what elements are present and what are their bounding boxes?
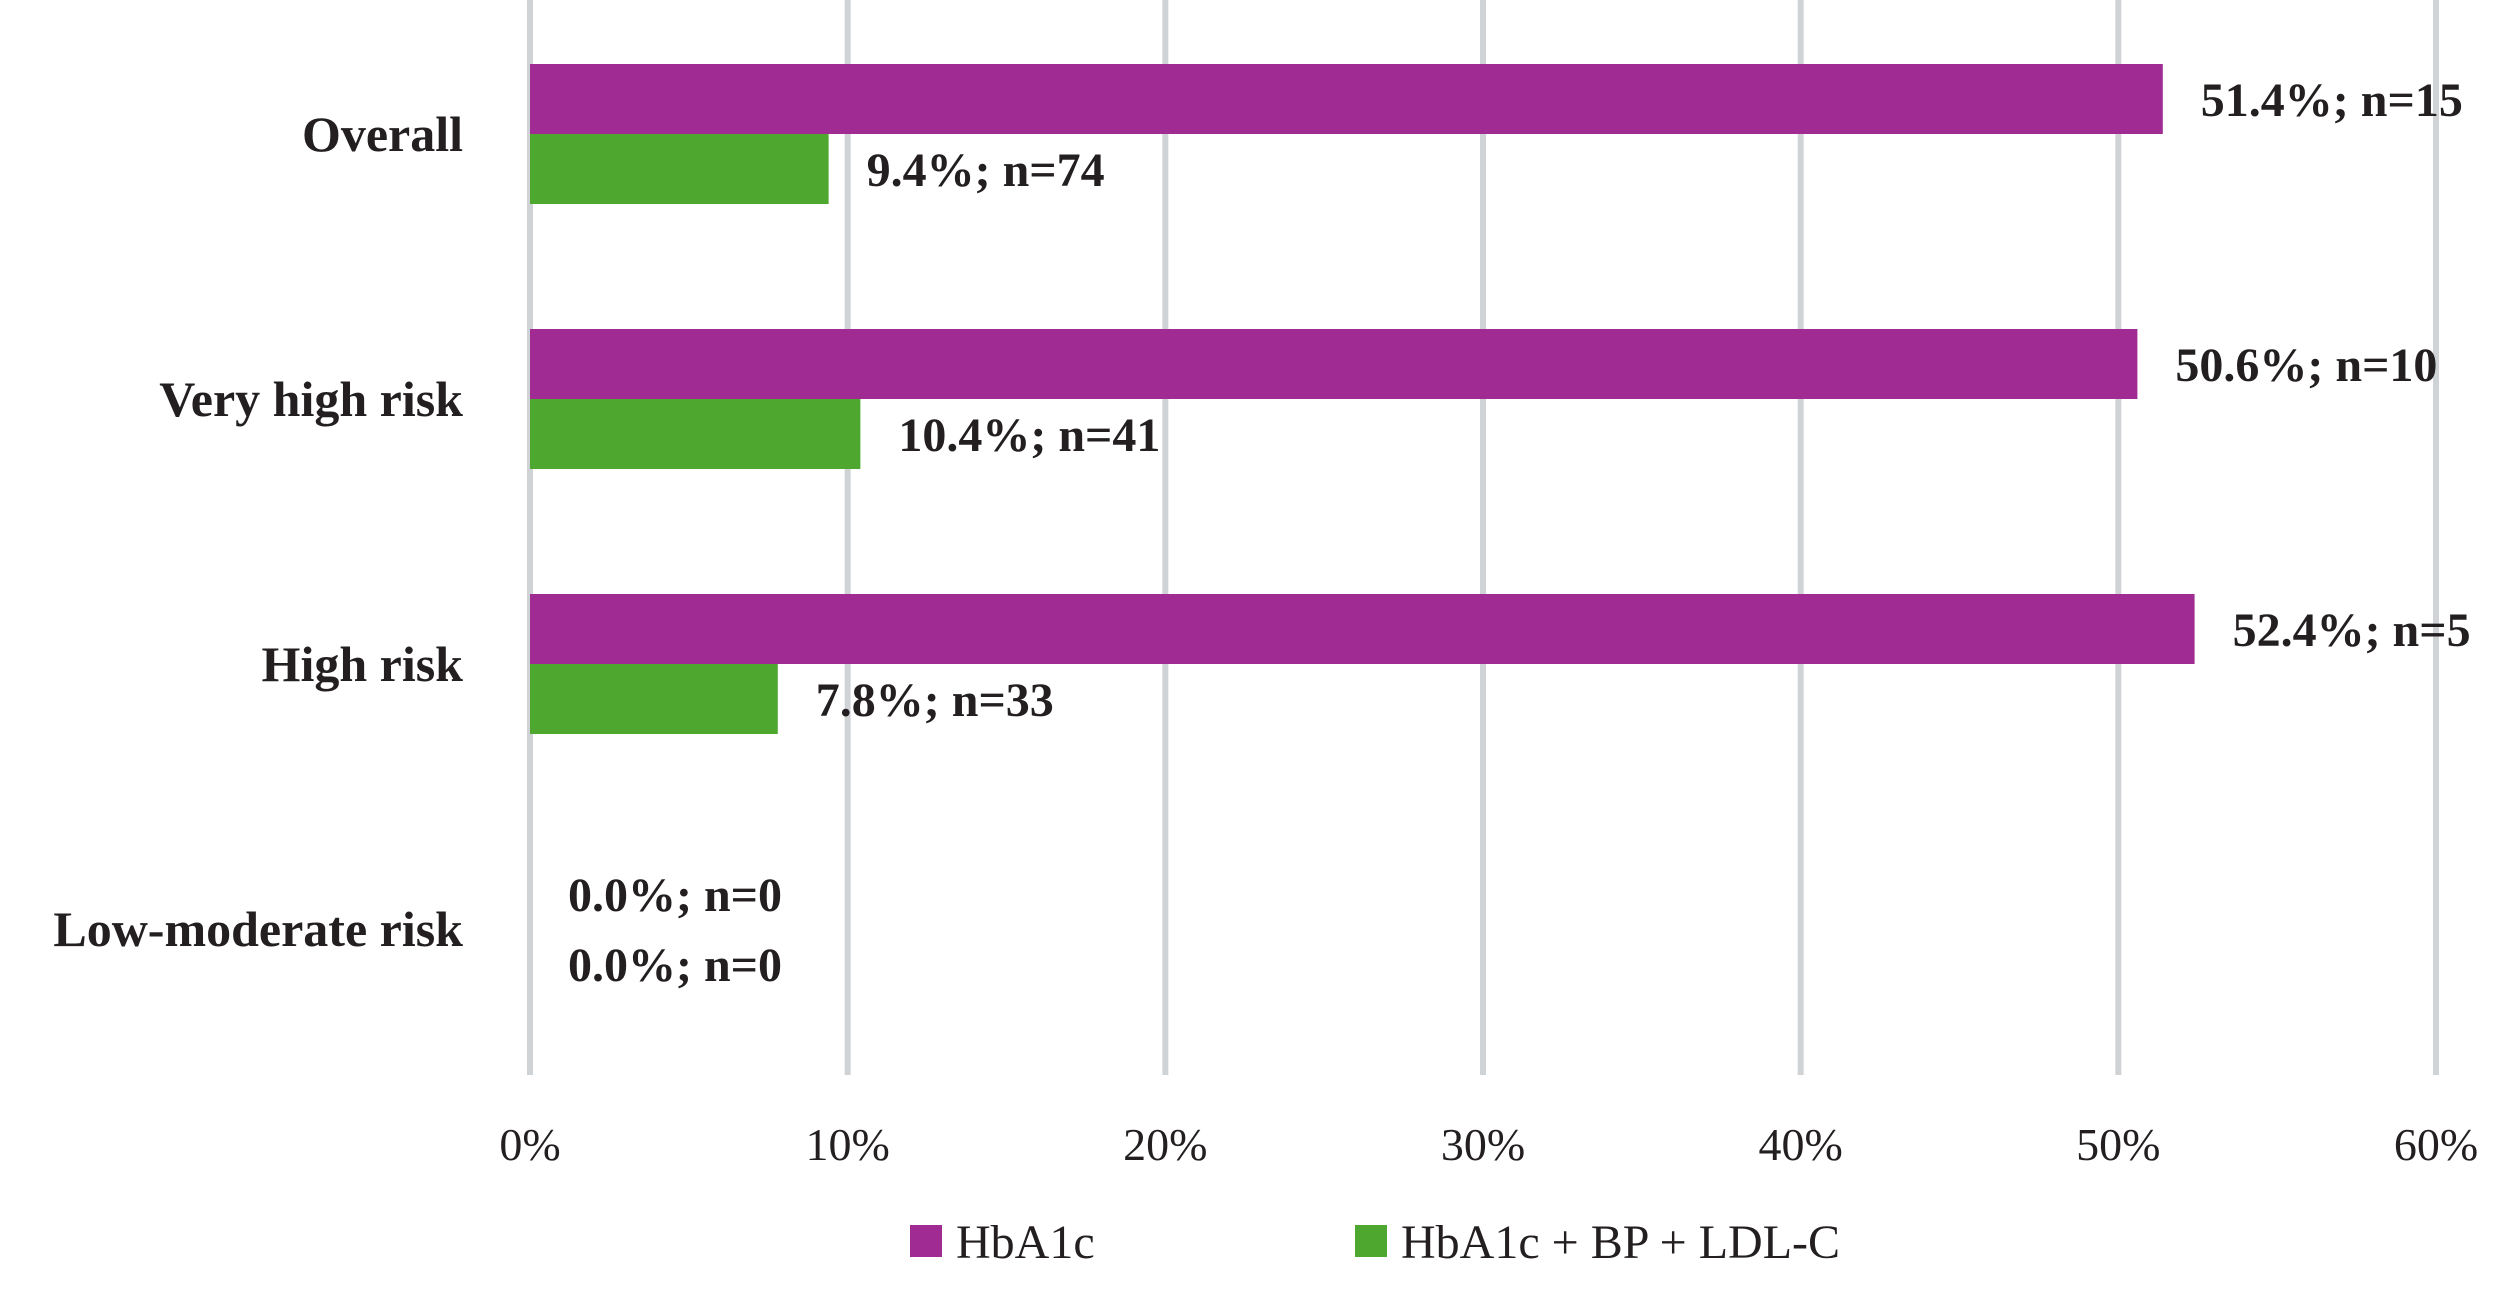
legend: HbA1c HbA1c + BP + LDL-C (910, 1216, 1840, 1269)
category-label: Low-moderate risk (53, 901, 463, 957)
category-label: High risk (262, 636, 464, 692)
bar-hba1c-bp-ldlc (530, 399, 861, 469)
x-tick-label: 30% (1441, 1119, 1525, 1170)
x-tick-label: 60% (2394, 1119, 2478, 1170)
legend-swatch (1355, 1225, 1387, 1257)
data-label: 0.0%; n=0 (568, 939, 782, 992)
category-labels: Overall Very high risk High risk Low-modera… (53, 106, 463, 957)
x-tick-label: 50% (2076, 1119, 2160, 1170)
data-label: 9.4%; n=74 (867, 144, 1105, 197)
legend-swatch (910, 1225, 942, 1257)
legend-label: HbA1c + BP + LDL-C (1401, 1216, 1840, 1269)
x-tick-label: 0% (499, 1119, 560, 1170)
x-axis-ticks: 0% 10% 20% 30% 40% 50% 60% (499, 1119, 2478, 1170)
data-label: 52.4%; n=5 (2233, 604, 2471, 657)
data-label: 10.4%; n=41 (898, 409, 1160, 462)
data-label: 50.6%; n=10 (2175, 339, 2437, 392)
gridlines (527, 0, 2439, 1075)
bar-hba1c-bp-ldlc (530, 134, 829, 204)
legend-label: HbA1c (956, 1216, 1095, 1269)
bar-hba1c (530, 64, 2163, 134)
data-label: 7.8%; n=33 (816, 674, 1054, 727)
data-labels: 51.4%; n=15 9.4%; n=74 50.6%; n=10 10.4%; n… (568, 74, 2471, 992)
x-tick-label: 40% (1759, 1119, 1843, 1170)
bars (530, 64, 2195, 734)
bar-hba1c-bp-ldlc (530, 664, 778, 734)
bar-hba1c (530, 329, 2138, 399)
category-label: Very high risk (159, 371, 463, 427)
data-label: 0.0%; n=0 (568, 869, 782, 922)
category-label: Overall (302, 106, 463, 162)
x-tick-label: 10% (806, 1119, 890, 1170)
x-tick-label: 20% (1123, 1119, 1207, 1170)
data-label: 51.4%; n=15 (2201, 74, 2463, 127)
bar-hba1c (530, 594, 2195, 664)
